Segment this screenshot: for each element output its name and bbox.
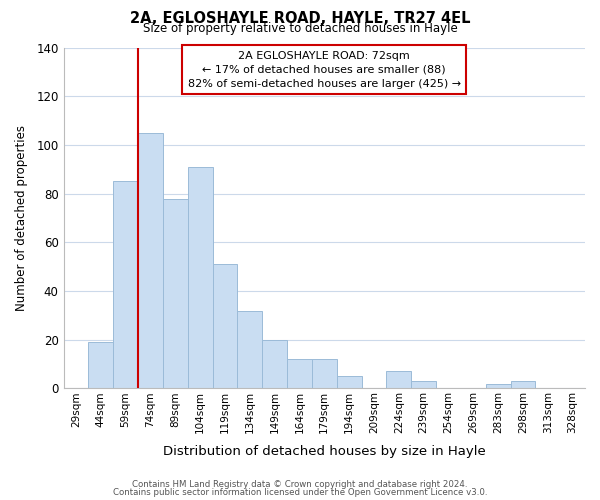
Bar <box>163 198 188 388</box>
Bar <box>238 310 262 388</box>
Bar <box>386 372 411 388</box>
Text: Contains public sector information licensed under the Open Government Licence v3: Contains public sector information licen… <box>113 488 487 497</box>
Text: 2A, EGLOSHAYLE ROAD, HAYLE, TR27 4EL: 2A, EGLOSHAYLE ROAD, HAYLE, TR27 4EL <box>130 11 470 26</box>
Bar <box>113 182 138 388</box>
Bar <box>262 340 287 388</box>
Text: 2A EGLOSHAYLE ROAD: 72sqm
← 17% of detached houses are smaller (88)
82% of semi-: 2A EGLOSHAYLE ROAD: 72sqm ← 17% of detac… <box>188 51 461 89</box>
Bar <box>411 381 436 388</box>
Y-axis label: Number of detached properties: Number of detached properties <box>15 125 28 311</box>
Text: Size of property relative to detached houses in Hayle: Size of property relative to detached ho… <box>143 22 457 35</box>
Bar <box>188 167 212 388</box>
Bar <box>511 381 535 388</box>
Bar <box>337 376 362 388</box>
Bar <box>287 360 312 388</box>
Bar <box>88 342 113 388</box>
Text: Contains HM Land Registry data © Crown copyright and database right 2024.: Contains HM Land Registry data © Crown c… <box>132 480 468 489</box>
Bar <box>212 264 238 388</box>
Bar <box>138 132 163 388</box>
X-axis label: Distribution of detached houses by size in Hayle: Distribution of detached houses by size … <box>163 444 485 458</box>
Bar <box>312 360 337 388</box>
Bar <box>485 384 511 388</box>
